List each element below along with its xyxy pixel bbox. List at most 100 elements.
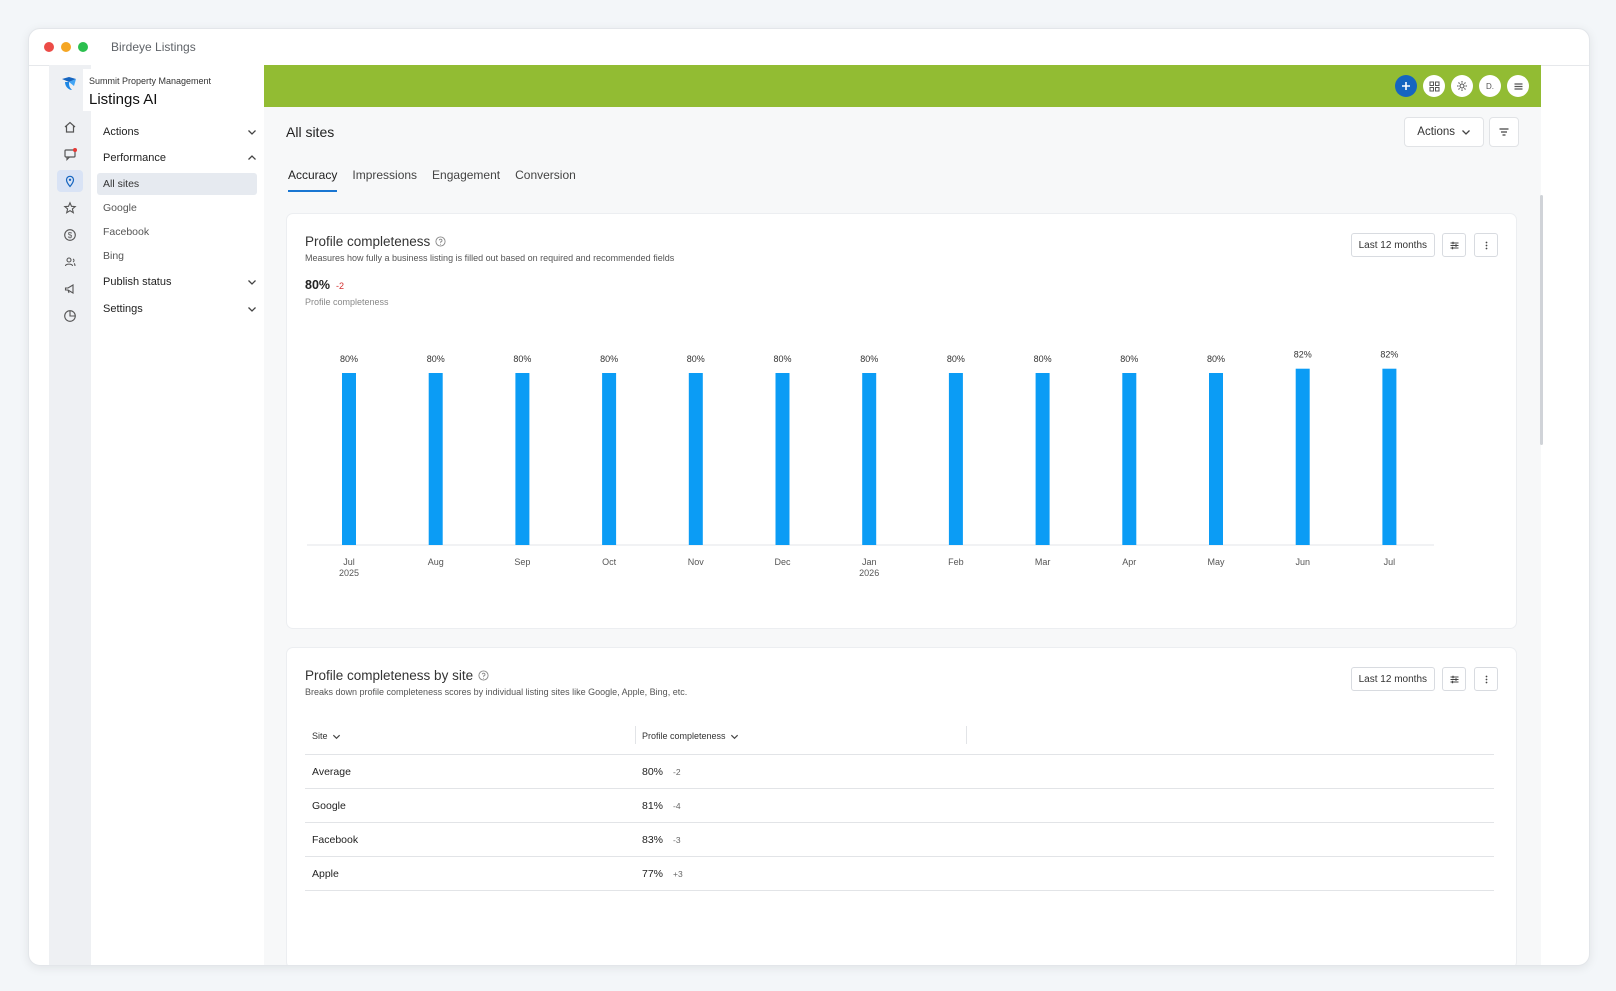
chart-bar[interactable] (1122, 373, 1137, 545)
data-label: 80% (773, 354, 791, 364)
table-header: Site Profile completeness (305, 718, 1494, 755)
product-name: Listings AI (89, 91, 158, 108)
kpi: 80% -2 (305, 278, 344, 292)
chart-bar[interactable] (602, 373, 617, 545)
account-name: Summit Property Management (89, 76, 212, 86)
help-icon[interactable] (478, 670, 489, 681)
chart-bar[interactable] (428, 373, 443, 545)
x-tick-label: Mar (1035, 557, 1051, 567)
chart-bar[interactable] (1382, 368, 1397, 545)
nav-group-actions[interactable]: Actions (97, 126, 257, 138)
chart-pie-icon[interactable] (57, 305, 83, 327)
score-delta: +3 (673, 868, 683, 879)
nav-group-performance[interactable]: Performance (97, 152, 257, 164)
svg-text:$: $ (68, 231, 73, 240)
minimize-window-button[interactable] (61, 42, 71, 52)
messages-icon[interactable] (57, 143, 83, 165)
more-options-button[interactable] (1474, 233, 1498, 257)
data-label: 80% (687, 354, 705, 364)
customize-button[interactable] (1442, 233, 1466, 257)
x-tick-label: Jul (343, 557, 355, 567)
nav-group-publish-status[interactable]: Publish status (97, 276, 257, 288)
nav-group-settings[interactable]: Settings (97, 303, 257, 315)
table-row[interactable]: Facebook 83% -3 (305, 823, 1494, 857)
tab-impressions[interactable]: Impressions (352, 168, 418, 182)
x-tick-label: Aug (428, 557, 444, 567)
tab-accuracy[interactable]: Accuracy (288, 168, 338, 192)
megaphone-icon[interactable] (57, 278, 83, 300)
more-vertical-icon (1485, 241, 1487, 249)
tab-engagement[interactable]: Engagement (432, 168, 501, 182)
table-row[interactable]: Average 80% -2 (305, 755, 1494, 789)
app-body: $ Summit Property Management Listings AI… (49, 65, 1543, 965)
star-icon[interactable] (57, 197, 83, 219)
close-window-button[interactable] (44, 42, 54, 52)
account-switcher[interactable]: Summit Property Management Listings AI (83, 69, 241, 111)
score-delta: -4 (673, 800, 681, 811)
home-icon[interactable] (57, 116, 83, 138)
table-row[interactable]: Apple 77% +3 (305, 857, 1494, 891)
data-label: 80% (1207, 354, 1225, 364)
customize-button[interactable] (1442, 667, 1466, 691)
column-header-site: Site (312, 731, 328, 741)
filter-button[interactable] (1489, 117, 1519, 147)
score-delta: -2 (673, 766, 681, 777)
scrollbar[interactable] (1540, 195, 1543, 445)
location-pin-icon[interactable] (57, 170, 83, 192)
tab-conversion[interactable]: Conversion (515, 168, 576, 182)
apps-grid-button[interactable] (1423, 75, 1445, 97)
data-label: 80% (340, 354, 358, 364)
card-title-text: Profile completeness (305, 234, 431, 249)
chevron-down-icon (730, 734, 738, 739)
chart-bar[interactable] (1209, 373, 1223, 545)
contacts-icon[interactable] (57, 251, 83, 273)
sort-site-header[interactable]: Site (305, 731, 635, 741)
chart-bar[interactable] (948, 373, 963, 545)
nav-group-label: Performance (103, 152, 166, 164)
chart-bar[interactable] (775, 373, 790, 545)
site-cell: Average (312, 765, 351, 778)
data-label: 80% (947, 354, 965, 364)
sidebar-item-bing[interactable]: Bing (103, 250, 125, 262)
x-tick-label: Jan (862, 557, 877, 567)
score-cell: 83% -3 (635, 834, 965, 846)
tab-bar: Accuracy Impressions Engagement Conversi… (288, 168, 576, 192)
card-title: Profile completeness (305, 234, 446, 249)
sidebar-item-google[interactable]: Google (103, 202, 137, 214)
maximize-window-button[interactable] (78, 42, 88, 52)
site-table: Site Profile completeness Average 80% -2 (305, 718, 1494, 891)
sidebar-item-facebook[interactable]: Facebook (103, 226, 150, 238)
chart-bar[interactable] (862, 373, 877, 545)
period-selector[interactable]: Last 12 months (1350, 667, 1435, 691)
dollar-icon[interactable]: $ (57, 224, 83, 246)
column-divider (635, 726, 636, 744)
score-cell: 80% -2 (635, 766, 965, 778)
site-cell: Google (312, 799, 346, 812)
chart-bar[interactable] (342, 373, 356, 545)
sort-score-header[interactable]: Profile completeness (635, 731, 965, 741)
x-tick-label: Apr (1122, 557, 1136, 567)
menu-button[interactable] (1507, 75, 1529, 97)
chevron-down-icon (1462, 130, 1470, 135)
settings-button[interactable] (1451, 75, 1473, 97)
add-button[interactable] (1395, 75, 1417, 97)
kpi-delta: -2 (336, 281, 345, 291)
birdeye-logo-icon[interactable] (57, 73, 81, 95)
x-tick-label: Oct (602, 557, 617, 567)
chart-bar[interactable] (1295, 368, 1310, 545)
actions-dropdown[interactable]: Actions (1404, 117, 1484, 147)
data-label: 80% (1120, 354, 1138, 364)
table-row[interactable]: Google 81% -4 (305, 789, 1494, 823)
chart-bar[interactable] (515, 373, 530, 545)
period-selector[interactable]: Last 12 months (1350, 233, 1435, 257)
help-icon[interactable] (435, 236, 446, 247)
data-label: 80% (860, 354, 878, 364)
chart-bar[interactable] (688, 373, 703, 545)
user-avatar[interactable]: D. (1479, 75, 1501, 97)
x-tick-label: May (1207, 557, 1225, 567)
score-value: 77% (642, 867, 664, 880)
plus-icon (1402, 82, 1410, 90)
sidebar-item-all-sites[interactable]: All sites (97, 173, 257, 195)
chart-bar[interactable] (1035, 373, 1050, 545)
more-options-button[interactable] (1474, 667, 1498, 691)
